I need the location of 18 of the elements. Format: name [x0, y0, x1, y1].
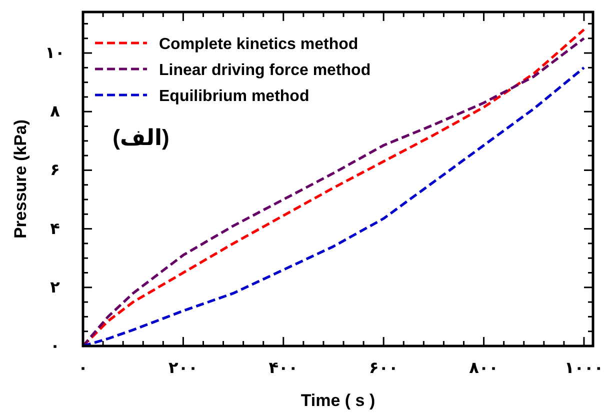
y-tick-label: ۶ [50, 162, 60, 180]
y-axis-title: Pressure (kPa) [11, 119, 30, 239]
annotation: (الف) [112, 125, 170, 150]
y-tick-label: ۰ [50, 338, 60, 355]
x-tick-label: ۸۰۰ [469, 360, 498, 377]
x-tick-label: ۲۰۰ [168, 360, 198, 377]
legend-label: Complete kinetics method [159, 36, 358, 53]
x-tick-label: ۶۰۰ [368, 360, 398, 377]
x-axis-title: Time ( s ) [300, 391, 376, 410]
x-tick-label: ۰ [78, 360, 88, 377]
y-tick-label: ۱۰ [45, 45, 65, 62]
legend-label: Linear driving force method [159, 62, 371, 79]
x-tick-label: ۱۰۰۰ [564, 360, 604, 377]
y-tick-label: ۴ [50, 220, 60, 238]
y-tick-label: ۲ [50, 279, 60, 296]
y-tick-label: ۸ [50, 104, 60, 121]
x-tick-label: ۴۰۰ [268, 360, 298, 377]
legend-label: Equilibrium method [159, 88, 310, 105]
